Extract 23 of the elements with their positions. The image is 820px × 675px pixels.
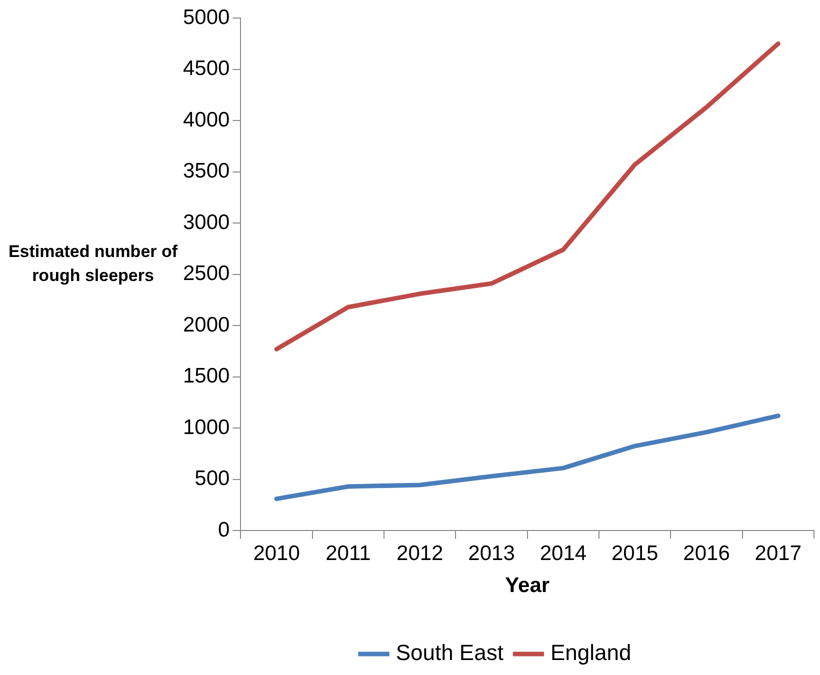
- y-tick-label: 500: [194, 467, 230, 490]
- y-tick-label: 3500: [183, 160, 230, 183]
- x-tick-label: 2013: [468, 542, 515, 565]
- legend-label: England: [550, 640, 632, 666]
- y-tick-label: 3000: [183, 210, 230, 234]
- y-tick-label: 1000: [183, 416, 230, 439]
- y-tick-label: 2500: [183, 262, 230, 286]
- y-axis-title: Estimated number of rough sleepers: [8, 241, 178, 287]
- x-tick-label: 2014: [540, 542, 587, 565]
- x-tick-label: 2016: [683, 542, 730, 565]
- legend-label: South East: [396, 640, 504, 666]
- x-tick-label: 2015: [611, 542, 658, 565]
- x-tick-label: 2017: [754, 542, 802, 565]
- y-tick-label: 4500: [183, 57, 230, 80]
- x-axis-title: Year: [505, 574, 550, 598]
- y-tick-label: 4000: [183, 108, 230, 132]
- x-tick-label: 2011: [326, 542, 371, 565]
- x-tick-label: 2010: [253, 542, 300, 565]
- y-tick-label: 5000: [183, 6, 230, 29]
- y-tick-label: 1500: [183, 364, 230, 388]
- y-tick-label: 2000: [183, 313, 230, 336]
- y-tick-label: 0: [218, 518, 230, 542]
- x-tick-label: 2012: [396, 542, 444, 565]
